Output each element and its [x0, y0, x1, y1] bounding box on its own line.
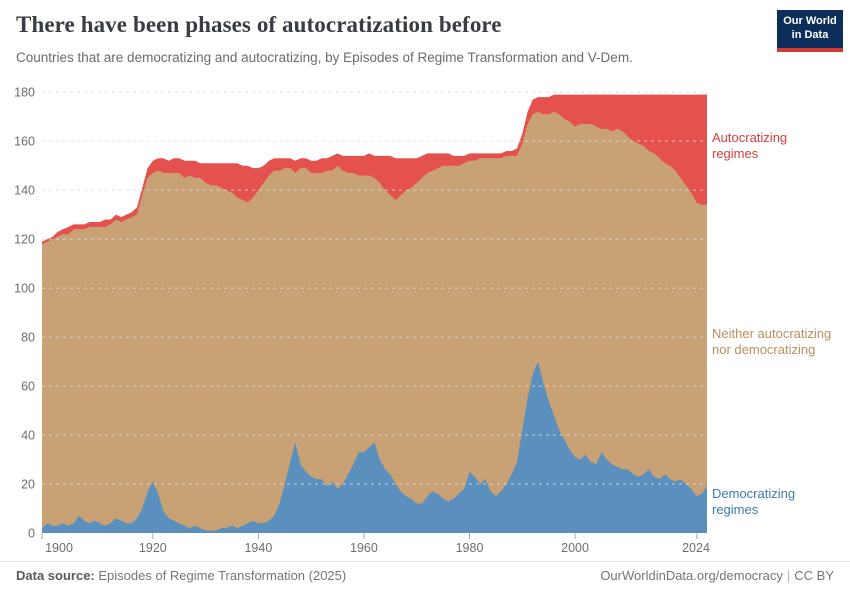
legend-label-democratizing: Democratizing regimes	[712, 486, 796, 518]
footer-divider	[0, 561, 850, 562]
area-democratizing-regimes[interactable]	[42, 361, 707, 533]
x-axis-tick-label: 1900	[45, 541, 73, 555]
y-axis-tick-label: 160	[14, 135, 35, 149]
data-source-note: Data source: Episodes of Regime Transfor…	[16, 568, 346, 583]
y-axis-tick-label: 60	[21, 380, 35, 394]
x-axis-tick-label: 1980	[456, 541, 484, 555]
owid-logo-line2: in Data	[791, 29, 829, 41]
data-source-value: Episodes of Regime Transformation (2025)	[98, 568, 347, 583]
x-axis-tick-label: 2024	[682, 541, 710, 555]
footer-url: OurWorldinData.org/democracy	[600, 568, 783, 583]
data-source-label: Data source:	[16, 568, 95, 583]
y-axis-tick-label: 20	[21, 478, 35, 492]
footer-license: CC BY	[794, 568, 834, 583]
legend-label-autocratizing: Autocratizing regimes	[712, 130, 788, 162]
x-axis-tick-label: 1940	[244, 541, 272, 555]
y-axis-tick-label: 40	[21, 429, 35, 443]
y-axis-tick-label: 0	[28, 527, 35, 541]
x-axis-tick-label: 1920	[139, 541, 167, 555]
owid-logo: Our World in Data	[777, 10, 843, 52]
footer-credits: OurWorldinData.org/democracy | CC BY	[600, 568, 834, 583]
y-axis-tick-label: 100	[14, 282, 35, 296]
y-axis-tick-label: 80	[21, 331, 35, 345]
y-axis-tick-label: 140	[14, 184, 35, 198]
owid-logo-line1: Our World	[783, 15, 837, 28]
y-axis-tick-label: 120	[14, 233, 35, 247]
footer-separator: |	[786, 568, 791, 583]
footer: Data source: Episodes of Regime Transfor…	[0, 568, 850, 583]
y-axis-tick-label: 180	[14, 86, 35, 100]
page-title: There have been phases of autocratizatio…	[16, 12, 502, 37]
legend-label-neither: Neither autocratizing nor democratizing	[712, 326, 832, 358]
x-axis-tick-label: 1960	[350, 541, 378, 555]
x-axis-tick-label: 2000	[561, 541, 589, 555]
chart-subtitle: Countries that are democratizing and aut…	[16, 50, 633, 65]
